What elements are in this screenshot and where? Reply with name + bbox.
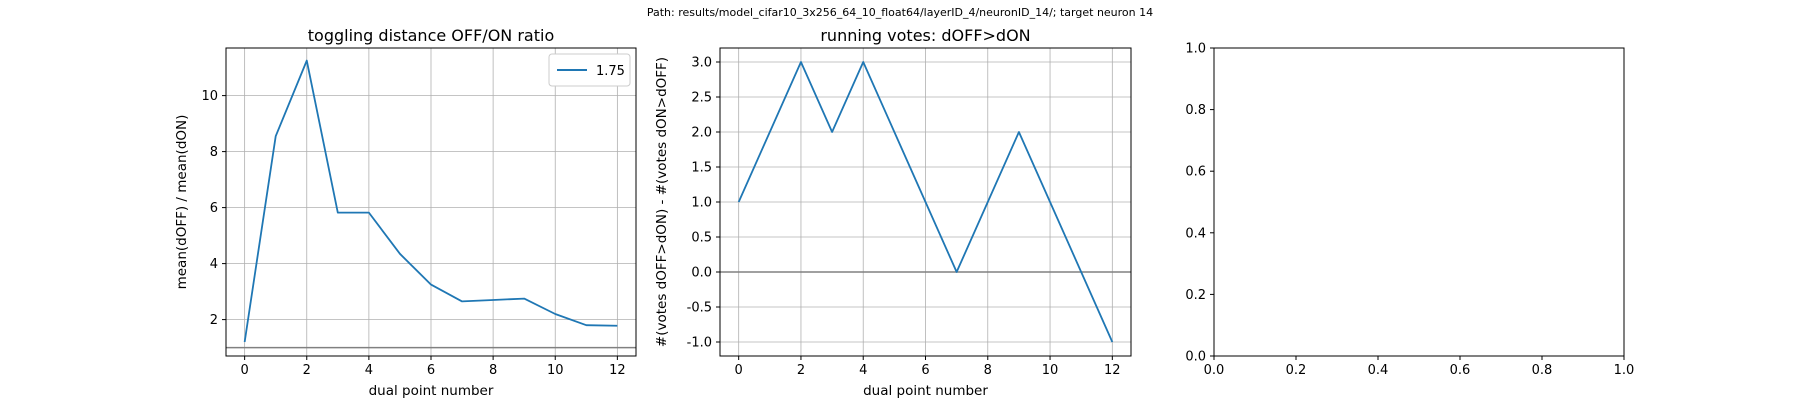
chart2-x-axis-label: dual point number (863, 383, 988, 399)
chart1-x-tick-label: 6 (427, 363, 435, 378)
chart1-y-tick-label: 2 (210, 313, 218, 328)
chart2-y-tick-label: -1.0 (687, 336, 712, 351)
chart3-y-tick-label: 0.2 (1185, 288, 1206, 303)
chart3-y-tick-label: 0.4 (1185, 226, 1206, 241)
chart2-y-tick-label: -0.5 (687, 301, 712, 316)
chart1-x-tick-label: 12 (609, 363, 626, 378)
chart2-y-tick-label: 3.0 (691, 56, 712, 71)
chart1-title: toggling distance OFF/ON ratio (308, 26, 554, 45)
chart3-axes-frame (1213, 47, 1625, 357)
chart2-series-line (737, 61, 1114, 343)
chart2-y-tick-label: 1.5 (691, 161, 712, 176)
chart3-y-tick-label: 0.6 (1185, 165, 1206, 180)
chart2-title: running votes: dOFF>dON (820, 26, 1030, 45)
chart3-x-tick-label: 0.8 (1532, 363, 1553, 378)
chart2-y-axis-label: #(votes dOFF>dON) - #(votes dON>dOFF) (654, 57, 670, 347)
chart2-x-tick-label: 2 (797, 363, 805, 378)
chart1-y-tick-label: 8 (210, 145, 218, 160)
chart1-x-tick-label: 4 (365, 363, 373, 378)
chart2-y-tick-label: 2.5 (691, 91, 712, 106)
chart2-y-tick-label: 0.5 (691, 231, 712, 246)
chart1-y-tick-label: 4 (210, 257, 218, 272)
figure-suptitle: Path: results/model_cifar10_3x256_64_10_… (646, 6, 1154, 19)
chart2-x-tick-label: 0 (735, 363, 743, 378)
chart1-x-tick-label: 2 (303, 363, 311, 378)
chart2-x-tick-label: 4 (859, 363, 867, 378)
chart1-y-axis-label: mean(dOFF) / mean(dON) (174, 115, 190, 290)
chart1-series-line (243, 59, 618, 343)
chart2-x-tick-label: 8 (984, 363, 992, 378)
chart2-x-tick-label: 12 (1104, 363, 1121, 378)
chart2-y-tick-label: 0.0 (691, 266, 712, 281)
chart1-legend (548, 53, 631, 87)
chart1-y-tick-label: 6 (210, 201, 218, 216)
chart3-y-tick-label: 1.0 (1185, 42, 1206, 57)
chart3-y-tick-label: 0.8 (1185, 103, 1206, 118)
chart2-y-tick-label: 1.0 (691, 196, 712, 211)
chart3-y-tick-label: 0.0 (1185, 350, 1206, 365)
chart1-x-axis-label: dual point number (369, 383, 494, 399)
chart3-x-tick-label: 0.2 (1286, 363, 1307, 378)
chart1-legend-label: 1.75 (596, 64, 625, 79)
chart2-x-tick-label: 6 (921, 363, 929, 378)
chart1-x-tick-label: 8 (489, 363, 497, 378)
chart1-y-tick-label: 10 (201, 89, 218, 104)
chart1-x-tick-label: 0 (240, 363, 248, 378)
chart2-x-tick-label: 10 (1042, 363, 1059, 378)
chart3-x-tick-label: 1.0 (1614, 363, 1635, 378)
chart1-x-tick-label: 10 (547, 363, 564, 378)
chart3-x-tick-label: 0.6 (1450, 363, 1471, 378)
chart3-x-tick-label: 0.4 (1368, 363, 1389, 378)
chart2-y-tick-label: 2.0 (691, 126, 712, 141)
chart3-x-tick-label: 0.0 (1204, 363, 1225, 378)
